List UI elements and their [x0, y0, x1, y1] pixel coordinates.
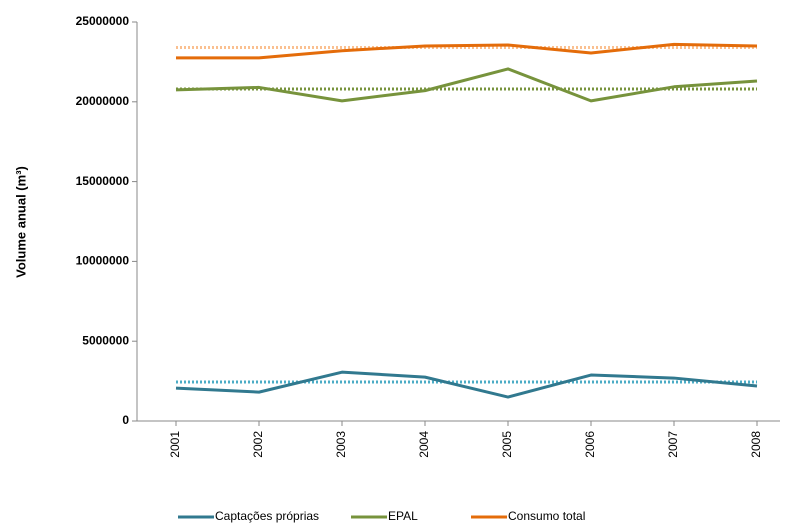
- y-tick-label: 25000000: [76, 14, 130, 28]
- x-tick-label: 2001: [168, 431, 182, 458]
- y-tick-label: 0: [122, 413, 129, 427]
- legend-label: Captações próprias: [215, 509, 319, 523]
- series-line: [176, 42, 758, 60]
- y-axis-label: Volume anual (m³): [13, 166, 28, 278]
- legend-label: Consumo total: [508, 509, 585, 523]
- legend-label: EPAL: [388, 509, 418, 523]
- x-tick-label: 2004: [417, 431, 431, 458]
- x-tick-label: 2007: [666, 431, 680, 458]
- x-tick-label: 2006: [583, 431, 597, 458]
- y-tick-label: 15000000: [76, 174, 130, 188]
- x-tick-label: 2005: [500, 431, 514, 458]
- x-tick-label: 2003: [334, 431, 348, 458]
- x-tick-label: 2002: [251, 431, 265, 458]
- y-tick-label: 5000000: [82, 333, 129, 347]
- x-tick-label: 2008: [749, 431, 763, 458]
- series-line: [175, 370, 758, 399]
- y-tick-label: 20000000: [76, 94, 130, 108]
- series-line: [175, 67, 758, 103]
- y-tick-label: 10000000: [76, 254, 130, 268]
